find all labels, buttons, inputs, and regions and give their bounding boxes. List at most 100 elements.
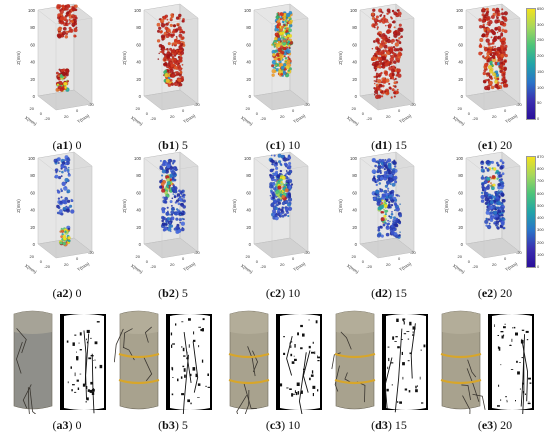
x-axis: 20 0-20 X(mm) xyxy=(130,254,157,275)
data-point xyxy=(165,219,169,223)
data-point xyxy=(53,158,58,163)
data-point xyxy=(376,32,380,36)
data-point xyxy=(497,81,500,85)
data-point xyxy=(500,21,504,25)
data-point xyxy=(377,79,382,84)
x-tick-label: 20 xyxy=(352,254,357,259)
data-point xyxy=(494,45,496,48)
data-point xyxy=(159,185,163,189)
data-point xyxy=(171,55,175,59)
y-tick-label: 0 xyxy=(504,256,507,261)
data-point xyxy=(488,195,493,200)
data-point xyxy=(281,206,284,209)
data-point xyxy=(167,21,170,24)
y-axis-label: Y(mm) xyxy=(398,113,412,124)
data-point xyxy=(390,16,392,19)
data-point xyxy=(496,226,499,229)
data-point xyxy=(277,40,281,44)
data-point xyxy=(170,63,175,68)
data-point xyxy=(501,8,504,11)
data-point xyxy=(55,171,58,174)
data-point xyxy=(163,226,168,231)
data-point xyxy=(503,62,506,65)
z-axis: 100 80 60 40 20 0 Z(mm) xyxy=(16,156,36,247)
data-point xyxy=(499,63,503,68)
panel-caption: (a2) 0 xyxy=(52,286,82,300)
y-tick-label: 0 xyxy=(398,108,401,113)
data-point xyxy=(489,60,493,64)
data-point xyxy=(160,181,165,186)
data-point xyxy=(395,39,398,42)
data-point xyxy=(374,21,377,24)
z-tick-label: 100 xyxy=(134,156,142,161)
data-point xyxy=(383,173,388,178)
data-point xyxy=(168,221,172,225)
data-point xyxy=(385,232,390,237)
data-point xyxy=(173,60,177,64)
data-point xyxy=(273,42,277,45)
data-point xyxy=(280,154,285,159)
x-tick-label: 0 xyxy=(40,259,43,264)
data-point xyxy=(384,159,387,161)
data-point xyxy=(171,197,174,200)
x-tick-label: 20 xyxy=(30,254,35,259)
data-point xyxy=(284,173,288,176)
data-point xyxy=(492,72,496,77)
points xyxy=(371,157,403,239)
data-point xyxy=(377,168,381,173)
data-point xyxy=(290,179,292,181)
data-point xyxy=(166,206,169,209)
data-point xyxy=(277,47,282,53)
data-point xyxy=(74,35,77,38)
z-tick-label: 0 xyxy=(355,94,358,99)
data-point xyxy=(65,30,68,34)
x-axis-label: X(mm) xyxy=(240,115,254,127)
x-tick-label: 20 xyxy=(352,106,357,111)
data-point xyxy=(391,88,395,92)
panel-caption: (a1) 0 xyxy=(52,138,82,152)
z-tick-label: 100 xyxy=(456,156,464,161)
panel-caption: (b1) 5 xyxy=(158,138,188,152)
z-tick-label: 80 xyxy=(246,173,251,178)
data-point xyxy=(270,154,273,157)
data-point xyxy=(288,20,292,24)
z-axis: 100 80 60 40 20 0 Z(mm) xyxy=(232,156,252,247)
data-point xyxy=(172,33,176,37)
x-tick-label: 0 xyxy=(468,259,471,264)
data-point xyxy=(64,177,69,183)
data-point xyxy=(67,239,71,243)
data-point xyxy=(393,91,396,95)
data-point xyxy=(159,30,163,34)
data-point xyxy=(496,73,499,77)
x-tick-label: -20 xyxy=(366,264,373,269)
data-point xyxy=(378,83,383,88)
data-point xyxy=(501,201,504,204)
data-point xyxy=(485,217,488,220)
z-axis-label: Z(mm) xyxy=(444,51,449,65)
data-point xyxy=(271,64,275,68)
data-point xyxy=(384,221,387,225)
data-point xyxy=(380,10,383,13)
z-tick-label: 60 xyxy=(246,190,251,195)
data-point xyxy=(172,184,175,187)
data-point xyxy=(385,195,389,200)
data-point xyxy=(482,33,486,37)
y-axis: 20 0 -20 Y(mm) xyxy=(386,102,417,124)
data-point xyxy=(60,175,63,178)
data-point xyxy=(172,193,175,195)
data-point xyxy=(398,23,402,27)
data-point xyxy=(64,35,69,39)
data-point xyxy=(495,201,499,204)
data-point xyxy=(487,64,493,70)
x-axis-label: X(mm) xyxy=(24,263,38,275)
data-point xyxy=(164,200,168,204)
data-point xyxy=(484,201,488,205)
colorbar-tick-label: 600 xyxy=(537,190,544,196)
data-point xyxy=(278,70,283,74)
data-point xyxy=(374,63,378,68)
colorbar-tick-label: 700 xyxy=(537,178,544,184)
data-point xyxy=(391,210,393,213)
data-point xyxy=(161,209,166,214)
z-tick-label: 0 xyxy=(461,94,464,99)
data-point xyxy=(59,200,63,205)
